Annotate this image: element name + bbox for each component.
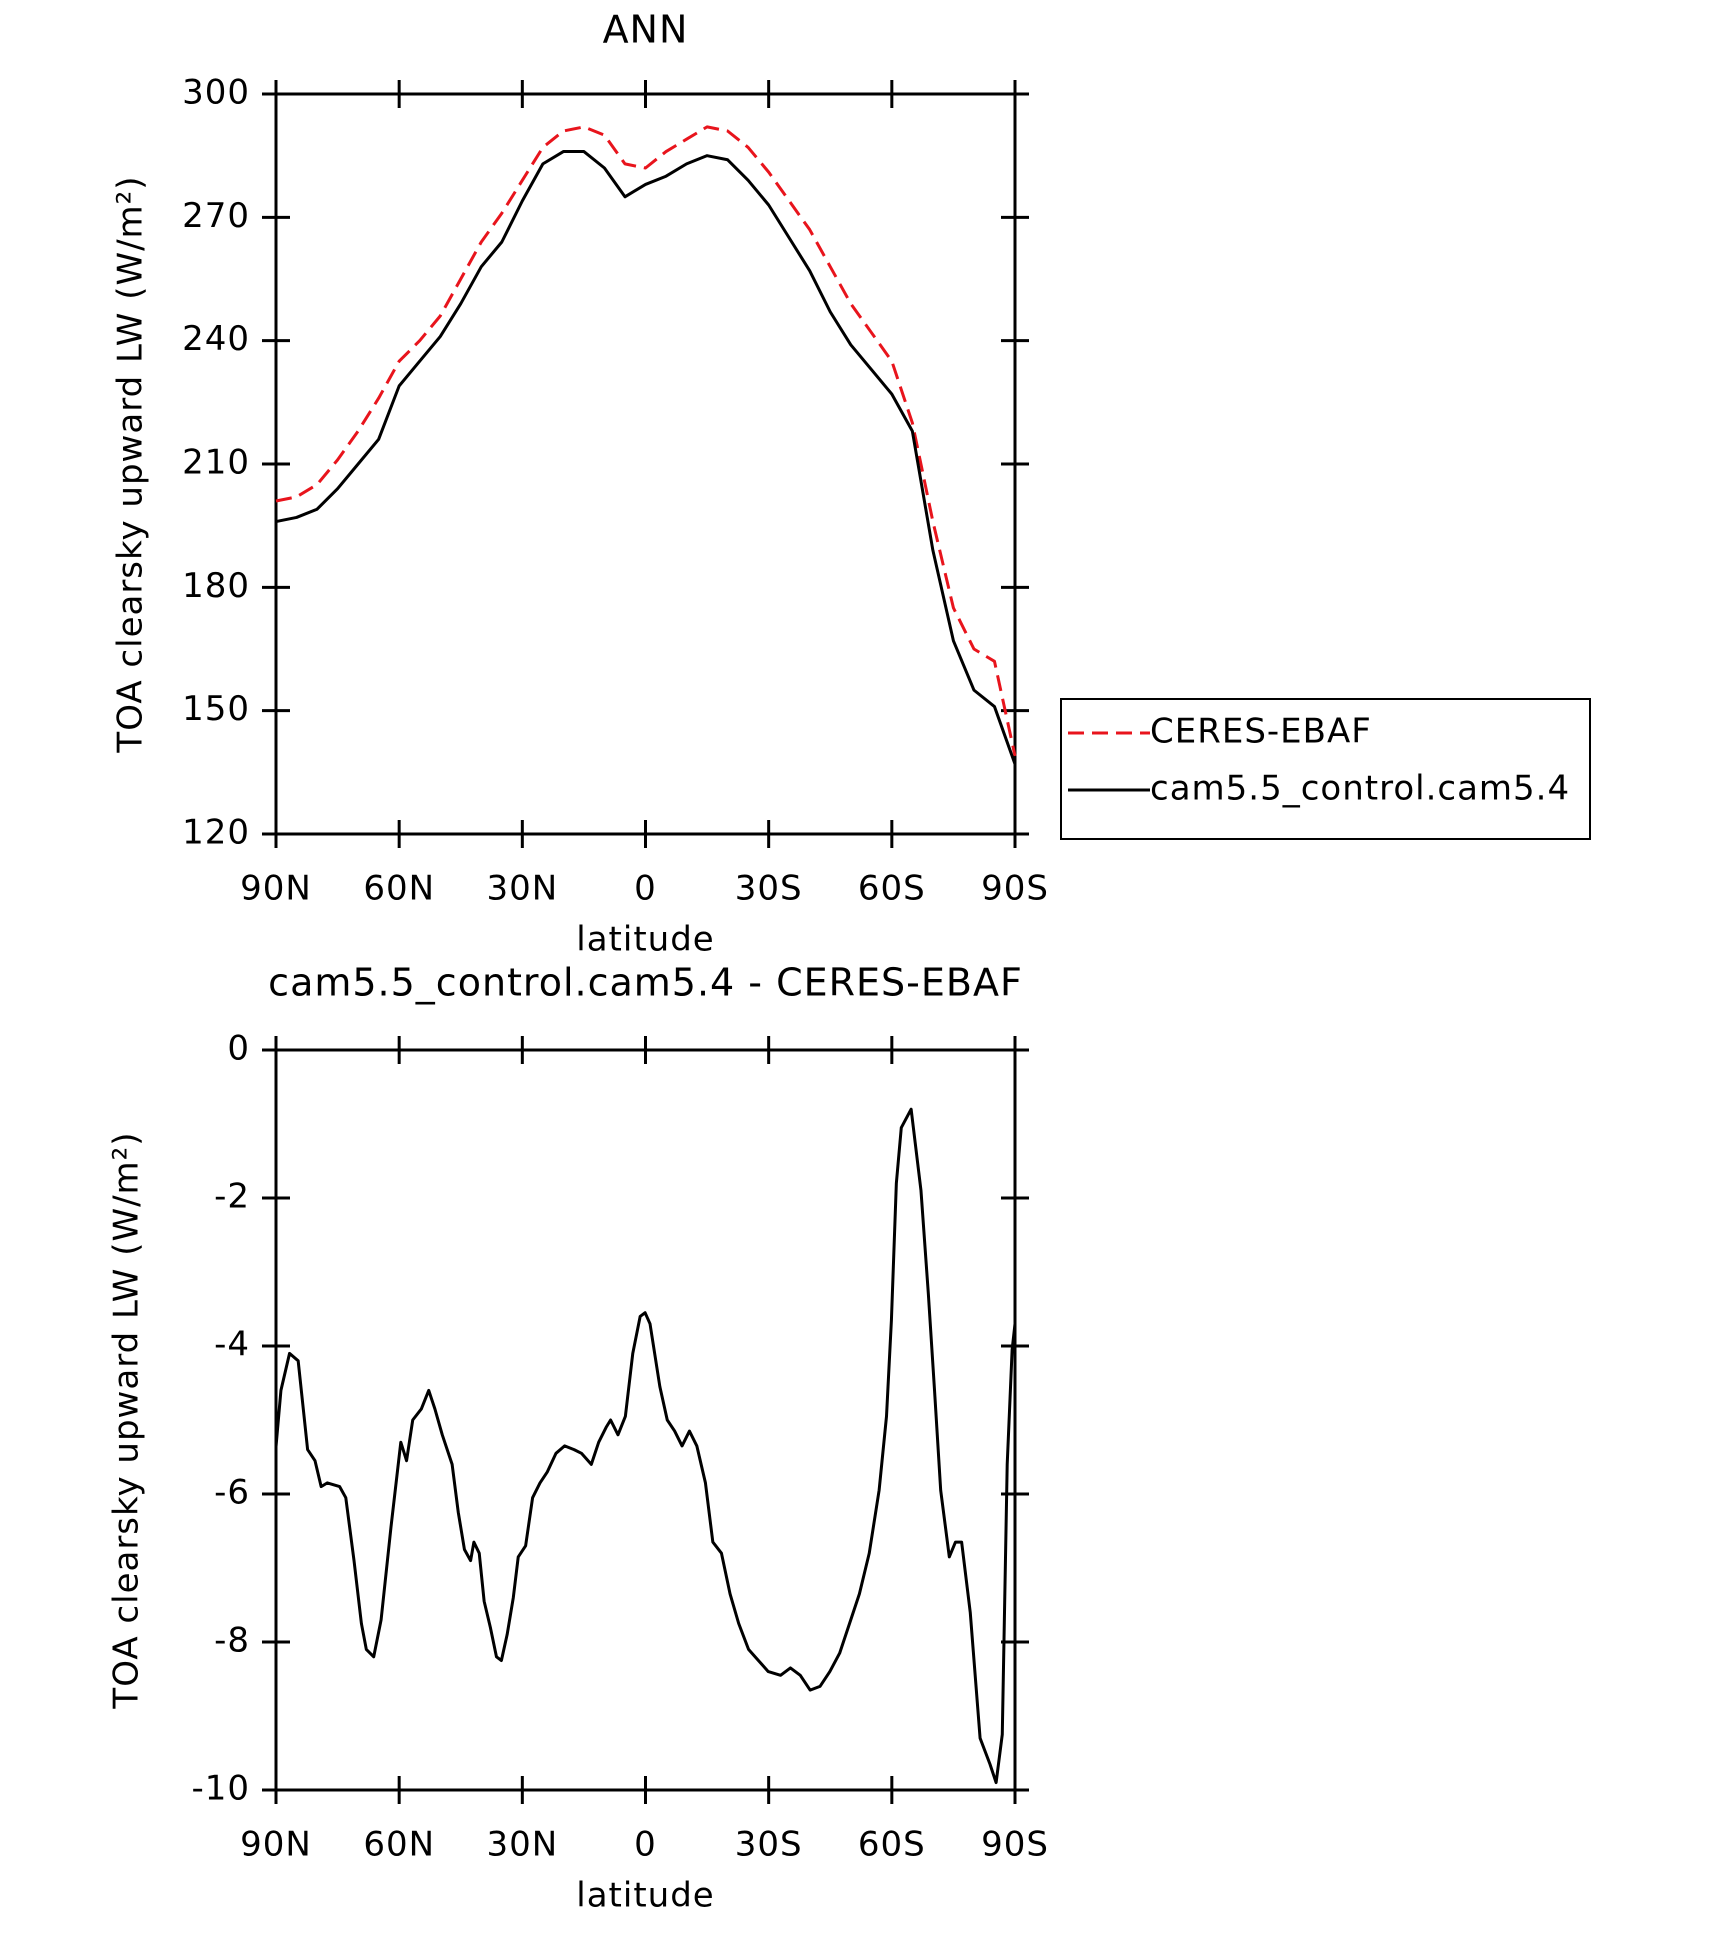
- y-tick-label: 0: [227, 1029, 250, 1069]
- y-tick-label: 240: [182, 319, 250, 359]
- x-tick-label: 60S: [858, 1825, 926, 1865]
- x-tick-label: 90N: [240, 1825, 312, 1865]
- x-tick-label: 30N: [486, 869, 558, 909]
- x-tick-label: 30S: [735, 869, 803, 909]
- chart-title: ANN: [603, 8, 689, 52]
- x-tick-label: 0: [634, 1825, 657, 1865]
- legend-label: cam5.5_control.cam5.4: [1150, 769, 1570, 809]
- y-tick-label: 300: [182, 73, 250, 113]
- x-tick-label: 0: [634, 869, 657, 909]
- y-tick-label: 150: [182, 689, 250, 729]
- y-tick-label: -2: [214, 1177, 250, 1217]
- x-tick-label: 90N: [240, 869, 312, 909]
- y-tick-label: -4: [214, 1325, 250, 1365]
- data-line: [275, 125, 1017, 757]
- y-tick-label: 120: [182, 813, 250, 853]
- x-tick-label: 30S: [735, 1825, 803, 1865]
- y-tick-label: 180: [182, 566, 250, 606]
- x-axis-label: latitude: [576, 920, 714, 960]
- data-line: [274, 1107, 1017, 1785]
- y-tick-label: -10: [191, 1769, 250, 1809]
- x-tick-label: 60S: [858, 869, 926, 909]
- x-tick-label: 30N: [486, 1825, 558, 1865]
- plot-frame: [274, 1048, 1017, 1792]
- y-tick-label: 210: [182, 443, 250, 483]
- y-tick-label: -8: [214, 1621, 250, 1661]
- x-tick-label: 60N: [363, 869, 435, 909]
- data-line: [275, 150, 1017, 765]
- plot-frame: [274, 92, 1017, 836]
- x-tick-label: 90S: [981, 869, 1049, 909]
- x-tick-label: 60N: [363, 1825, 435, 1865]
- y-tick-label: -6: [214, 1473, 250, 1513]
- x-axis-label: latitude: [576, 1876, 714, 1916]
- legend-box: [1060, 698, 1591, 840]
- y-tick-label: 270: [182, 196, 250, 236]
- x-tick-label: 90S: [981, 1825, 1049, 1865]
- y-axis-label: TOA clearsky upward LW (W/m²): [107, 1131, 147, 1709]
- legend-label: CERES-EBAF: [1150, 712, 1372, 752]
- chart-title: cam5.5_control.cam5.4 - CERES-EBAF: [268, 961, 1023, 1005]
- y-axis-label: TOA clearsky upward LW (W/m²): [111, 175, 151, 753]
